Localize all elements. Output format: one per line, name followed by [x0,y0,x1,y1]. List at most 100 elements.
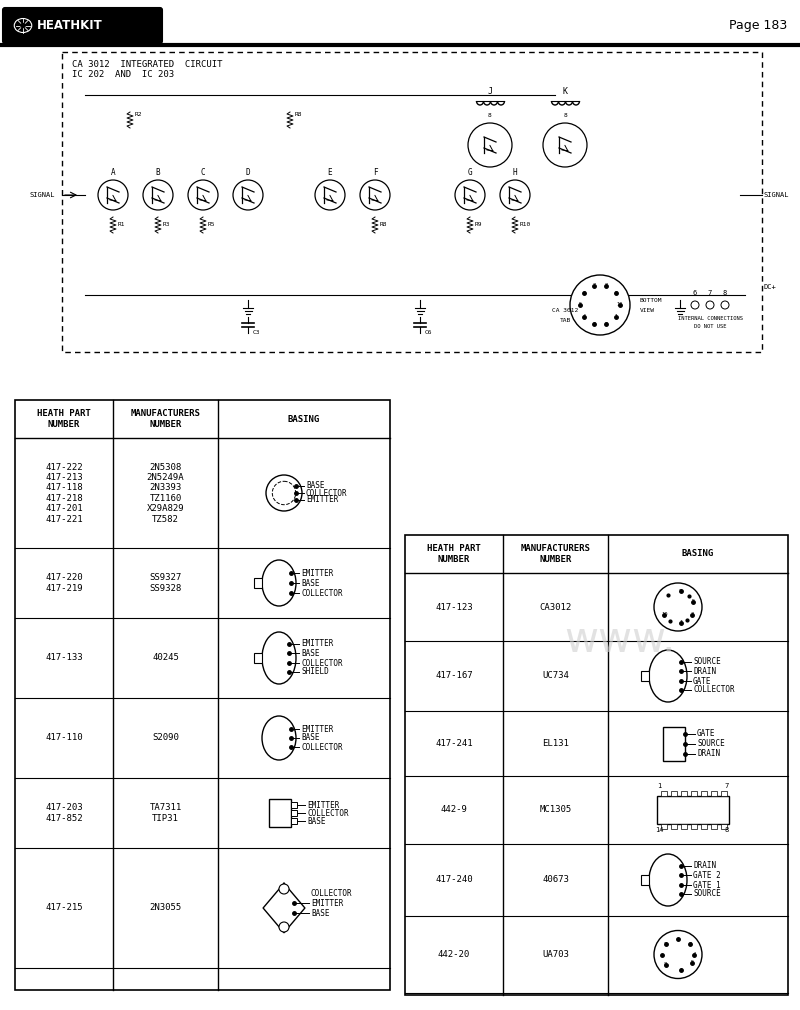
Bar [661,824,667,829]
Text: EMITTER: EMITTER [306,496,338,505]
Circle shape [315,180,345,210]
Text: 2: 2 [605,321,608,326]
Text: BASE: BASE [301,579,319,588]
Text: R10: R10 [520,222,531,227]
Text: 417-110: 417-110 [45,733,83,742]
Text: BASE: BASE [306,482,325,491]
Text: COLLECTOR: COLLECTOR [311,890,353,899]
Text: DRAIN: DRAIN [693,862,716,871]
Text: A: A [110,168,115,177]
Bar [721,824,727,829]
Text: 7: 7 [664,941,667,946]
Text: 8: 8 [725,827,729,833]
Text: 7: 7 [708,290,712,296]
Text: SOURCE: SOURCE [697,739,725,748]
Bar [291,810,297,816]
Circle shape [691,301,699,309]
Text: 6: 6 [582,291,586,296]
Text: 1: 1 [679,968,682,973]
Text: EMITTER: EMITTER [301,724,334,733]
Text: 1: 1 [614,314,618,319]
Text: HEATHKIT: HEATHKIT [37,19,102,32]
FancyBboxPatch shape [3,8,162,43]
Ellipse shape [649,854,687,906]
Text: www.: www. [564,619,676,661]
Bar [405,535,788,995]
Bar [254,578,262,588]
Text: D: D [246,168,250,177]
Text: 6: 6 [693,290,697,296]
Text: 10: 10 [661,612,667,617]
Circle shape [360,180,390,210]
Text: EMITTER: EMITTER [301,639,334,648]
Circle shape [98,180,128,210]
Text: F: F [373,168,378,177]
Bar [657,796,729,824]
Bar [291,802,297,808]
Bar [62,52,762,352]
Text: 417-133: 417-133 [45,653,83,663]
Text: J: J [487,87,493,96]
Text: G: G [468,168,472,177]
Circle shape [455,180,485,210]
Text: COLLECTOR: COLLECTOR [301,589,342,598]
Text: R1: R1 [118,222,126,227]
Text: 417-222
417-213
417-118
417-218
417-201
417-221: 417-222 417-213 417-118 417-218 417-201 … [45,463,83,523]
Text: 40245: 40245 [152,653,179,663]
Circle shape [706,301,714,309]
Text: GATE: GATE [697,729,715,738]
Text: C3: C3 [253,330,261,335]
Text: DO NOT USE: DO NOT USE [694,324,726,329]
Text: 417-203
417-852: 417-203 417-852 [45,803,83,823]
Text: SOURCE: SOURCE [693,658,721,667]
Text: 3: 3 [689,941,692,946]
Bar [15,400,390,990]
Text: 10: 10 [617,303,623,307]
Circle shape [721,301,729,309]
Text: 417-241: 417-241 [435,739,473,748]
Bar [641,875,649,885]
Bar [663,726,685,761]
Text: COLLECTOR: COLLECTOR [307,808,349,817]
Text: INTERNAL CONNECTIONS: INTERNAL CONNECTIONS [678,316,742,321]
Text: SHIELD: SHIELD [301,668,329,677]
Bar [701,791,707,796]
Text: Page 183: Page 183 [729,19,787,32]
Bar [681,791,687,796]
Bar [269,799,291,827]
Text: BASE: BASE [301,733,319,742]
Text: DRAIN: DRAIN [697,749,720,758]
Text: BASING: BASING [682,549,714,559]
Text: C6: C6 [425,330,433,335]
Text: 8: 8 [488,113,492,118]
Circle shape [570,275,630,335]
Text: S2090: S2090 [152,733,179,742]
Bar [671,824,677,829]
Text: BASE: BASE [311,909,330,917]
Circle shape [233,180,263,210]
Text: BASING: BASING [288,414,320,423]
Circle shape [279,884,289,894]
Ellipse shape [649,650,687,702]
Text: C: C [201,168,206,177]
Text: TAB: TAB [559,317,570,322]
Text: 4: 4 [692,952,696,957]
Bar [721,791,727,796]
Circle shape [468,123,512,167]
Text: 9: 9 [614,291,618,296]
Bar [681,824,687,829]
Circle shape [266,475,302,511]
Text: SIGNAL: SIGNAL [30,192,55,198]
Text: BASE: BASE [301,648,319,658]
Text: 1: 1 [679,620,682,625]
Text: B: B [156,168,160,177]
Text: COLLECTOR: COLLECTOR [301,742,342,751]
Text: GATE: GATE [693,677,711,686]
Text: 2N3055: 2N3055 [150,904,182,912]
Text: COLLECTOR: COLLECTOR [301,659,342,668]
Text: 5: 5 [578,303,582,307]
Text: K: K [562,87,567,96]
Text: UA703: UA703 [542,950,569,960]
Text: 442-9: 442-9 [441,806,467,814]
Text: R9: R9 [475,222,482,227]
